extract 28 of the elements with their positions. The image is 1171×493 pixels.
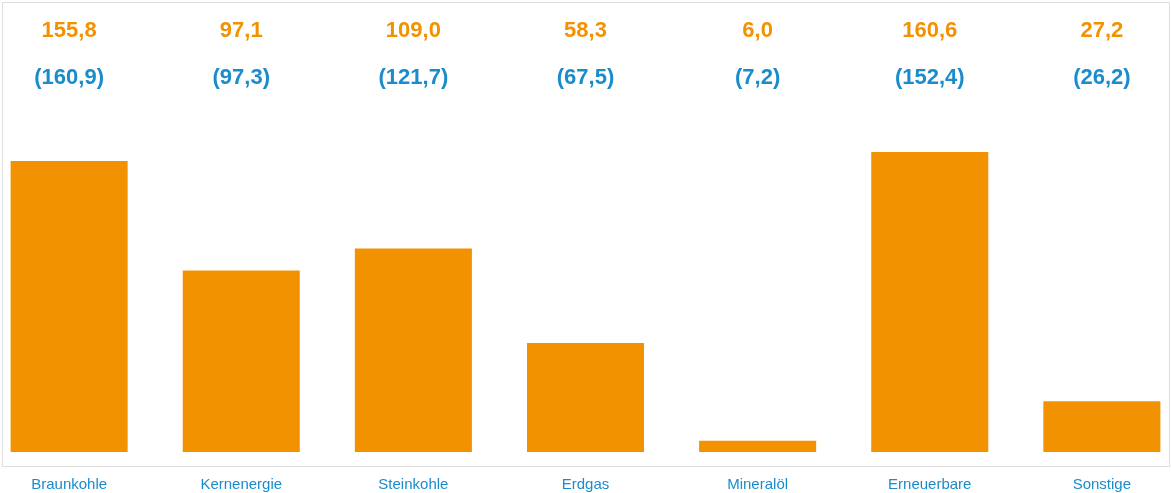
data-label: 6,0 xyxy=(742,17,773,42)
bar xyxy=(871,152,989,452)
x-tick-label: Erneuerbare xyxy=(888,474,972,492)
bar xyxy=(10,160,128,452)
text: (97,3) xyxy=(212,64,270,89)
bar xyxy=(182,270,300,452)
text: (152,4) xyxy=(894,64,965,89)
x-tick-label: Erdgas xyxy=(561,474,610,492)
x-tick-label: Braunkohle xyxy=(31,474,108,492)
text: (67,5) xyxy=(556,64,615,89)
bar xyxy=(699,440,817,452)
data-label: 155,8 xyxy=(41,17,97,42)
data-label: 58,3 xyxy=(564,17,607,42)
bar xyxy=(354,248,472,452)
x-tick-label: Steinkohle xyxy=(378,474,449,492)
x-tick-label: Sonstige xyxy=(1072,474,1132,492)
data-label: 27,2 xyxy=(1080,17,1124,42)
text: (26,2) xyxy=(1073,64,1131,89)
text: (7,2) xyxy=(735,64,781,89)
x-tick-label: Kernenergie xyxy=(200,474,283,492)
data-label: 160,6 xyxy=(902,17,958,42)
text: (160,9) xyxy=(34,64,104,89)
bar xyxy=(1043,401,1161,452)
x-tick-label: Mineralöl xyxy=(727,474,789,492)
data-label: 97,1 xyxy=(219,17,263,42)
bar xyxy=(526,343,645,452)
data-label: 109,0 xyxy=(385,17,441,42)
text: (121,7) xyxy=(378,64,449,89)
